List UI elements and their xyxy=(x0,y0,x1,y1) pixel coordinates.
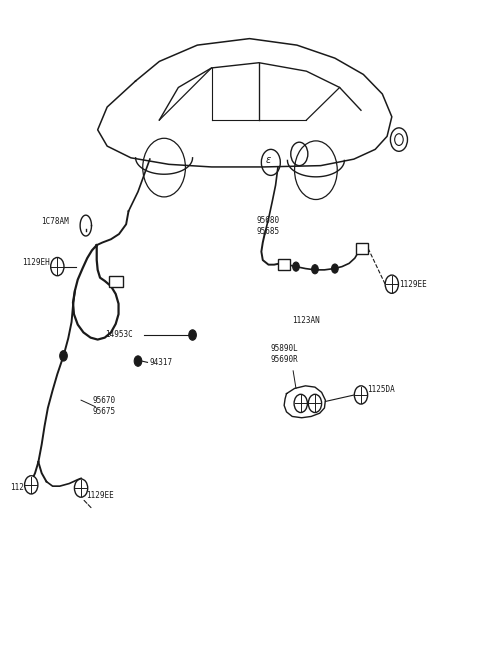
Circle shape xyxy=(134,356,142,367)
Circle shape xyxy=(294,394,307,413)
Text: 1C78AM: 1C78AM xyxy=(41,217,69,226)
Circle shape xyxy=(354,386,368,404)
Text: 14953C: 14953C xyxy=(105,330,132,339)
Circle shape xyxy=(385,275,398,293)
Circle shape xyxy=(189,330,196,340)
Text: 95670
95675: 95670 95675 xyxy=(93,396,116,417)
Circle shape xyxy=(60,351,67,361)
Circle shape xyxy=(395,134,403,145)
Bar xyxy=(278,260,290,270)
Circle shape xyxy=(312,265,318,274)
Circle shape xyxy=(308,394,322,413)
Circle shape xyxy=(332,264,338,273)
Circle shape xyxy=(74,479,88,497)
Text: 1129EH: 1129EH xyxy=(22,258,49,267)
Text: 1129EE: 1129EE xyxy=(399,280,427,288)
Bar xyxy=(357,243,368,254)
Circle shape xyxy=(24,476,38,494)
Text: 94317: 94317 xyxy=(150,358,173,367)
Text: ε: ε xyxy=(266,156,271,166)
Text: 1129EC: 1129EC xyxy=(10,483,37,492)
Text: 1129EE: 1129EE xyxy=(86,491,114,500)
Bar xyxy=(108,276,123,288)
Circle shape xyxy=(293,262,300,271)
Text: 95680
95685: 95680 95685 xyxy=(257,216,280,236)
Text: 1125DA: 1125DA xyxy=(367,386,395,394)
Text: 1123AN: 1123AN xyxy=(292,316,320,325)
Circle shape xyxy=(51,258,64,276)
Text: 95890L
95690R: 95890L 95690R xyxy=(271,344,299,365)
